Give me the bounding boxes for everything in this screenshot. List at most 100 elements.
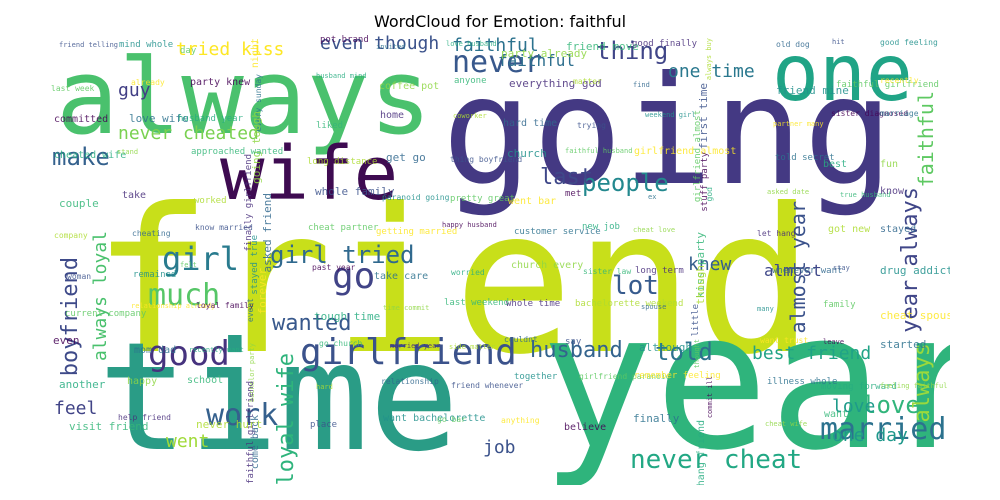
word-cloud-term: recently: [880, 76, 919, 85]
word-cloud-term: pot brand: [320, 35, 369, 45]
word-cloud-term: long distance: [307, 157, 378, 167]
word-cloud-term: trying: [577, 121, 606, 130]
word-cloud-term: get go: [386, 151, 426, 164]
word-cloud-term: met: [565, 189, 582, 199]
word-cloud-term: people: [582, 169, 669, 197]
word-cloud-term: husband mind: [316, 72, 367, 80]
word-cloud-term: family: [823, 300, 856, 310]
word-cloud-term: cheat love: [633, 226, 676, 234]
word-cloud-term: feeling faithful: [880, 382, 948, 390]
word-cloud-term: help friend: [118, 413, 171, 422]
chart-title: WordCloud for Emotion: faithful: [373, 12, 627, 31]
word-cloud-term: friend move: [566, 40, 639, 53]
word-cloud-term: know: [880, 186, 905, 197]
word-cloud-term: anything: [501, 416, 540, 425]
word-cloud-term: feel: [54, 398, 98, 419]
word-cloud-term: already: [131, 78, 165, 87]
word-cloud-term: husband: [530, 338, 623, 363]
word-cloud-term: tough time: [314, 310, 381, 323]
word-cloud-term: never cheat: [630, 445, 803, 475]
word-cloud-term: visit friend: [69, 420, 149, 433]
word-cloud-term: remember feeling: [634, 371, 721, 381]
word-cloud-term: church every: [511, 260, 584, 271]
word-cloud-term: love wife: [129, 112, 189, 125]
word-cloud-term: good feeling: [880, 38, 938, 47]
word-cloud-term: hard: [316, 383, 333, 391]
word-cloud-term: love husband: [446, 40, 497, 48]
word-cloud-term: faithful husband: [565, 147, 633, 155]
word-cloud-term: time: [98, 311, 460, 485]
word-cloud-term: many: [757, 305, 774, 313]
word-cloud-term: one day: [832, 425, 908, 446]
word-cloud-term: best: [823, 159, 848, 170]
word-cloud-term: faithful: [452, 35, 539, 56]
word-cloud-term: married year: [390, 342, 441, 350]
word-cloud-term: school: [187, 375, 224, 386]
word-cloud-term: ex: [648, 193, 657, 201]
word-cloud-term: girl tried: [270, 241, 415, 269]
word-cloud-term: always buy: [705, 38, 713, 81]
word-cloud-term: day: [180, 46, 197, 56]
word-cloud-term: fun: [880, 159, 899, 170]
word-cloud-term: almost: [764, 261, 822, 280]
word-cloud-term: asked date: [767, 188, 810, 196]
word-cloud-term: new job: [582, 222, 620, 232]
word-cloud-term: everything god: [509, 77, 602, 90]
word-cloud-term: thing boyfriend: [450, 155, 523, 164]
word-cloud-term: started: [880, 338, 927, 351]
word-cloud-term: customer service: [514, 227, 601, 237]
word-cloud-term: long term: [635, 266, 684, 276]
word-cloud-term: married: [820, 412, 947, 447]
word-cloud-term: night: [250, 38, 261, 69]
word-cloud-term: worked: [194, 196, 227, 206]
word-cloud-term: best friend: [752, 343, 872, 364]
word-cloud-term: happy: [127, 376, 158, 387]
word-cloud-term: whenever want: [772, 266, 843, 276]
word-cloud-term: side matter: [449, 343, 496, 351]
word-cloud-term: faithful girlfriend: [836, 80, 939, 90]
word-cloud-term: friend mine: [776, 84, 849, 97]
word-cloud-term: thing: [596, 37, 669, 65]
word-cloud-term: old dog: [776, 40, 810, 49]
word-cloud-term: friend telling: [59, 41, 119, 49]
word-cloud-term: invited: [376, 43, 406, 51]
word-cloud-term: place: [310, 420, 338, 430]
word-cloud-term: friend whenever: [451, 381, 524, 390]
word-cloud-term: never hurt: [196, 418, 263, 431]
word-cloud-term: job: [483, 437, 516, 458]
word-cloud-term: good: [148, 334, 230, 374]
word-cloud-term: love: [862, 391, 920, 419]
word-cloud-term: much: [148, 278, 221, 313]
word-cloud-term: finally: [633, 412, 680, 425]
word-cloud-term: god: [705, 187, 714, 202]
word-cloud-term: worried: [451, 268, 485, 277]
word-cloud-term: went: [166, 431, 210, 452]
word-cloud-term: current company: [65, 309, 147, 319]
word-cloud-term: thought: [693, 339, 701, 369]
word-cloud-term: anyone: [454, 76, 487, 86]
word-cloud-term: good finally: [632, 39, 698, 49]
word-cloud-term: stay: [833, 264, 850, 272]
word-cloud-term: girl: [162, 240, 240, 278]
word-cloud-term: take: [122, 190, 147, 201]
word-cloud-term: time commit: [383, 304, 430, 312]
word-cloud-term: wife: [220, 131, 399, 217]
word-cloud-term: always loyal: [90, 231, 111, 362]
word-cloud-term: coworker: [453, 112, 487, 120]
word-cloud-term: remained: [133, 270, 177, 280]
word-cloud-term: whole time: [506, 299, 561, 309]
word-cloud-term: never: [452, 45, 543, 80]
word-cloud-term: drug addict: [880, 264, 950, 277]
word-cloud-term: whole family: [315, 185, 395, 198]
word-cloud-term: girlfriend almost: [634, 146, 737, 157]
word-cloud: friend going time year always one wife g…: [50, 35, 950, 485]
word-cloud-term: church: [507, 147, 547, 160]
word-cloud-term: faithful: [498, 51, 576, 70]
word-cloud-term: guy: [118, 80, 151, 101]
word-cloud-term: want bachelorette: [383, 413, 486, 424]
word-cloud-term: event: [246, 298, 255, 323]
word-cloud-term: went bar: [508, 196, 557, 207]
word-cloud-term: relationship: [381, 377, 439, 386]
word-cloud-term: last weekend: [444, 298, 510, 308]
word-cloud-term: go church: [319, 339, 363, 348]
